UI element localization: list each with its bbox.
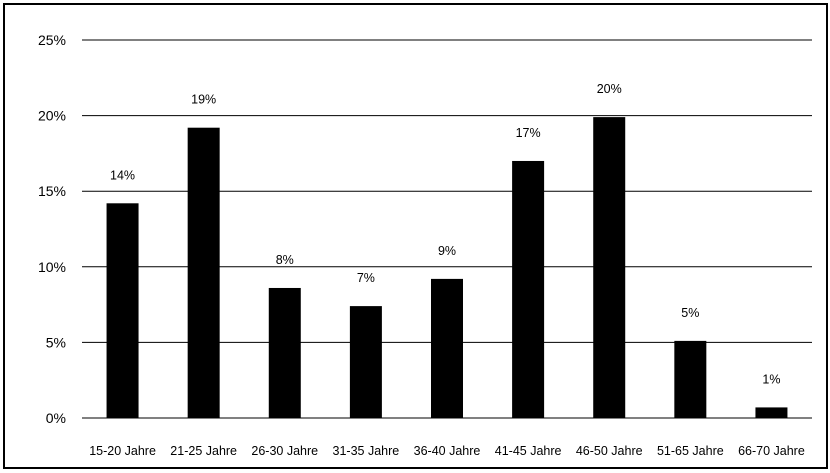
data-label: 20%: [597, 82, 622, 96]
y-axis-ticks: 0% 5% 10% 15% 20% 25%: [38, 32, 66, 426]
bar: [349, 306, 382, 418]
data-label: 19%: [191, 93, 216, 107]
bar: [755, 407, 788, 418]
data-label: 8%: [276, 253, 294, 267]
y-tick-label: 0%: [46, 410, 66, 426]
x-category-label: 51-65 Jahre: [657, 444, 724, 458]
data-labels: 14% 19% 8% 7% 9% 17% 20% 5% 1%: [110, 82, 780, 386]
data-label: 17%: [516, 126, 541, 140]
y-tick-label: 15%: [38, 183, 66, 199]
x-category-label: 26-30 Jahre: [251, 444, 318, 458]
bar: [268, 287, 301, 418]
y-tick-label: 5%: [46, 334, 66, 350]
x-category-label: 36-40 Jahre: [414, 444, 481, 458]
x-axis-labels: 15-20 Jahre 21-25 Jahre 26-30 Jahre 31-35 J…: [89, 444, 805, 458]
x-category-label: 46-50 Jahre: [576, 444, 643, 458]
data-label: 5%: [681, 306, 699, 320]
bar: [593, 117, 626, 418]
bar: [674, 340, 707, 418]
bar: [187, 127, 220, 419]
x-category-label: 66-70 Jahre: [738, 444, 805, 458]
data-label: 7%: [357, 271, 375, 285]
data-label: 1%: [762, 372, 780, 386]
data-label: 14%: [110, 168, 135, 182]
y-tick-label: 10%: [38, 259, 66, 275]
y-tick-label: 20%: [38, 108, 66, 124]
data-label: 9%: [438, 244, 456, 258]
x-category-label: 15-20 Jahre: [89, 444, 156, 458]
x-category-label: 21-25 Jahre: [170, 444, 237, 458]
bar: [512, 160, 545, 418]
y-tick-label: 25%: [38, 32, 66, 48]
x-category-label: 31-35 Jahre: [333, 444, 400, 458]
bar: [106, 203, 139, 418]
x-category-label: 41-45 Jahre: [495, 444, 562, 458]
bar: [431, 278, 463, 418]
bars: [106, 117, 788, 419]
